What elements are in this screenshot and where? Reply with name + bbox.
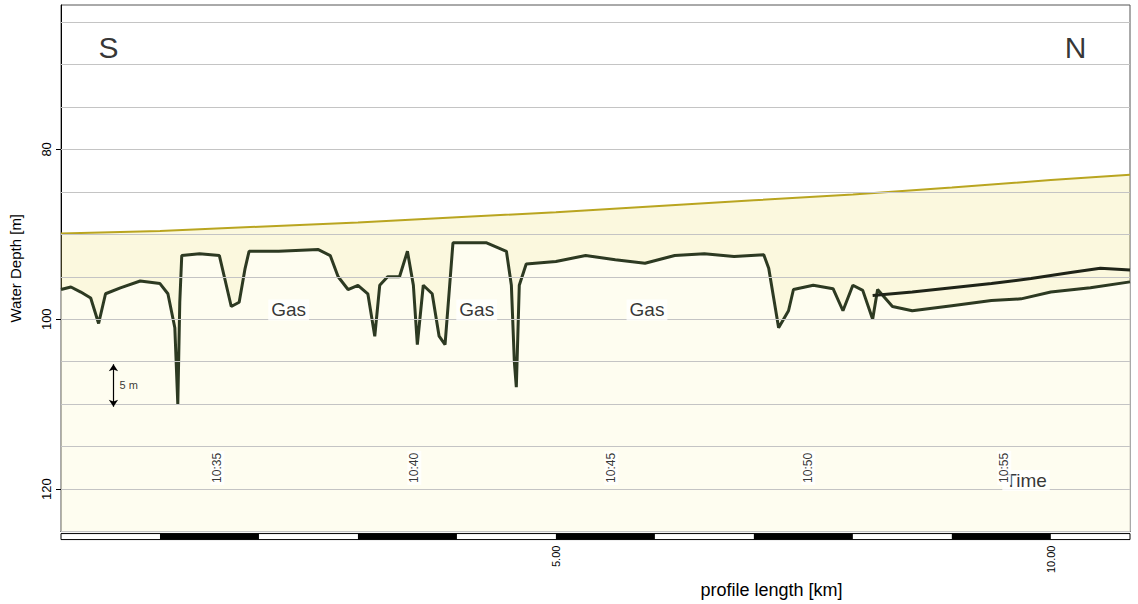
svg-text:10:40: 10:40 bbox=[407, 453, 421, 483]
svg-text:120: 120 bbox=[39, 478, 54, 500]
svg-text:10:35: 10:35 bbox=[210, 453, 224, 483]
svg-text:S: S bbox=[99, 31, 119, 64]
svg-text:10:45: 10:45 bbox=[604, 453, 618, 483]
svg-text:Gas: Gas bbox=[271, 299, 306, 320]
svg-text:10:55: 10:55 bbox=[997, 453, 1011, 483]
svg-text:10.00: 10.00 bbox=[1045, 546, 1057, 574]
svg-text:10:50: 10:50 bbox=[801, 453, 815, 483]
svg-text:Gas: Gas bbox=[459, 299, 494, 320]
svg-text:5.00: 5.00 bbox=[550, 546, 562, 567]
svg-text:100: 100 bbox=[39, 308, 54, 330]
svg-text:5 m: 5 m bbox=[119, 379, 137, 391]
svg-text:profile length [km]: profile length [km] bbox=[700, 580, 842, 600]
svg-text:80: 80 bbox=[39, 142, 54, 156]
svg-text:Gas: Gas bbox=[630, 299, 665, 320]
svg-text:Water Depth [m]: Water Depth [m] bbox=[7, 214, 24, 323]
svg-text:N: N bbox=[1065, 31, 1087, 64]
svg-text:Time: Time bbox=[1005, 470, 1047, 491]
